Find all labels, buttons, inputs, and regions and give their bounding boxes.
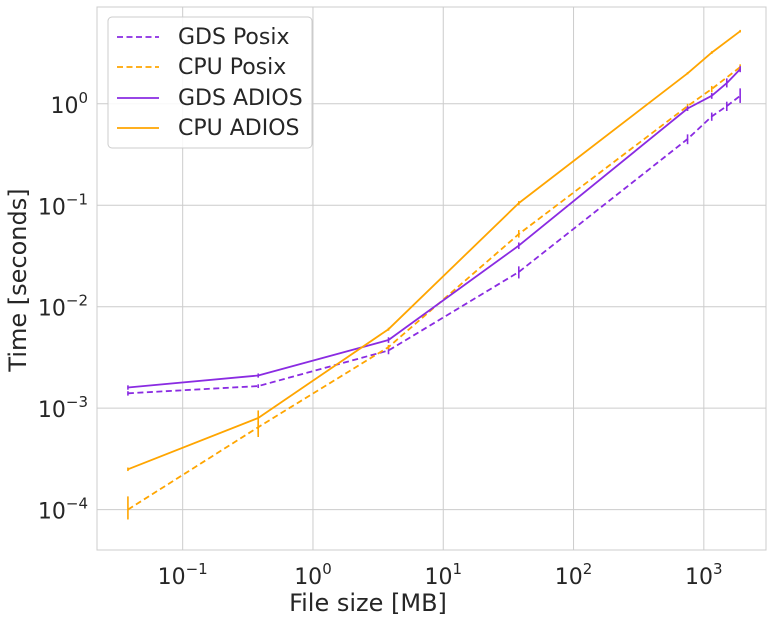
series-gds-posix [127, 88, 741, 396]
series-line-gds-adios [127, 68, 741, 389]
y-tick-label: 100 [50, 89, 88, 119]
legend-label-cpu-adios: CPU ADIOS [178, 116, 299, 141]
series-layer [127, 29, 741, 520]
legend-box [107, 16, 313, 149]
y-axis-label: Time [seconds] [4, 188, 32, 372]
y-tick-label: 10−3 [38, 393, 88, 423]
legend: GDS Posix CPU Posix GDS ADIOS CPU ADIOS [107, 16, 313, 149]
series-cpu-adios [127, 29, 741, 472]
x-tick-label: 103 [685, 560, 723, 590]
y-tick-label: 10−1 [38, 190, 88, 220]
x-axis-label: File size [MB] [289, 589, 447, 617]
x-tick-label: 102 [555, 560, 593, 590]
series-line-gds-posix [127, 95, 741, 395]
legend-label-gds-posix: GDS Posix [178, 25, 289, 50]
y-tick-label: 10−4 [38, 495, 88, 525]
x-tick-label: 100 [294, 560, 332, 590]
x-tick-label: 10−1 [158, 560, 208, 590]
legend-label-gds-adios: GDS ADIOS [178, 86, 303, 111]
x-axis-ticks: 10−1 100 101 102 103 [158, 560, 723, 590]
series-gds-adios [127, 66, 741, 390]
y-axis-ticks: 10−4 10−3 10−2 10−1 100 [38, 89, 88, 525]
x-tick-label: 101 [424, 560, 462, 590]
y-tick-label: 10−2 [38, 292, 88, 322]
legend-label-cpu-posix: CPU Posix [178, 55, 286, 80]
